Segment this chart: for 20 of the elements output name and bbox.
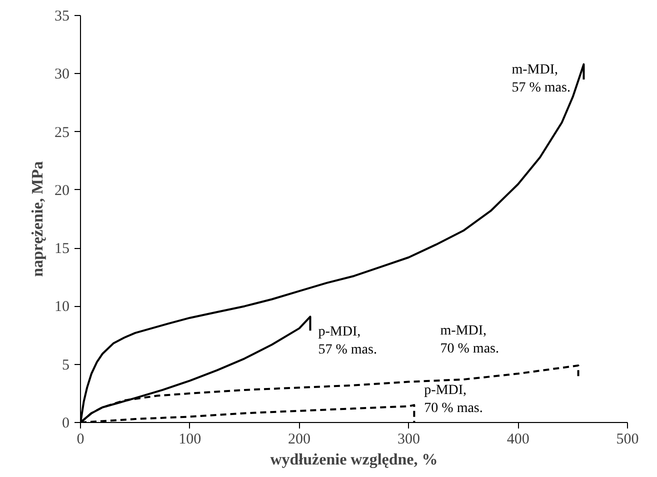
y-tick-label: 20 [54,182,70,199]
series-label: p-MDI, 57 % mas. [318,324,377,358]
x-axis-title: wydłużenie względne, % [270,452,438,468]
y-tick-label: 35 [54,8,70,24]
y-tick-label: 0 [62,416,70,432]
series-label: m-MDI, 57 % mas. [512,62,570,96]
x-tick-label: 100 [178,432,202,448]
series-label: p-MDI, 70 % mas. [424,383,483,416]
x-tick-label: 400 [506,432,530,448]
y-tick-label: 15 [54,241,70,258]
y-tick-label: 25 [54,124,70,141]
y-tick-label: 5 [62,357,70,374]
x-tick-label: 200 [288,432,311,448]
x-tick-label: 0 [76,432,84,448]
series-label: m-MDI, 70 % mas. [440,324,499,357]
x-tick-label: 500 [616,432,639,448]
y-tick-label: 30 [54,66,70,83]
x-tick-label: 300 [397,432,420,448]
y-axis-title: naprężenie, MPa [30,161,46,277]
y-tick-label: 10 [54,299,70,316]
